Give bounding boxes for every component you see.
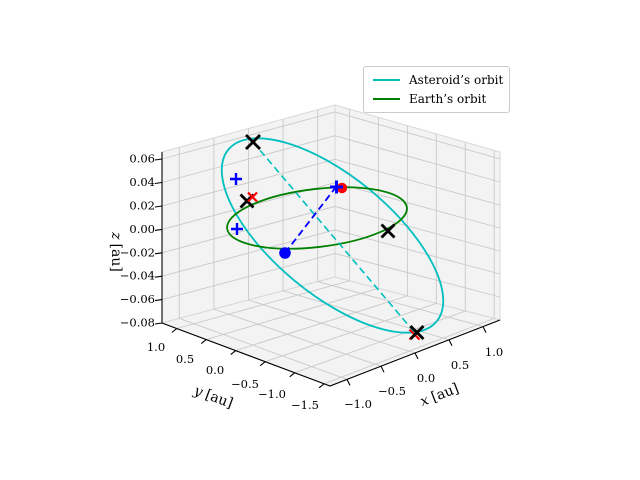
z-tick-label: 0.06 xyxy=(129,152,155,166)
orbit-markers xyxy=(230,134,425,341)
z-axis-label: z[au] xyxy=(108,231,124,272)
y-tick-label: 0.5 xyxy=(176,352,194,366)
plus-marker xyxy=(230,173,242,185)
orbit-curve xyxy=(252,141,416,334)
x-tick-label: −0.5 xyxy=(378,384,406,398)
z-ticks xyxy=(154,158,163,325)
orbit-curve xyxy=(220,137,445,334)
legend-line-asteroid-icon xyxy=(373,79,400,81)
x-tick-label: 0.5 xyxy=(451,358,469,372)
y-tick-label: −1.0 xyxy=(258,387,286,401)
y-tick-label: −0.5 xyxy=(231,377,259,391)
z-tick-label: −0.04 xyxy=(120,269,155,283)
legend-item-earth-orbit: Earth’s orbit xyxy=(373,91,501,107)
x-ticks xyxy=(346,326,487,386)
z-tick-label: −0.02 xyxy=(120,245,155,259)
legend-label-earth-orbit: Earth’s orbit xyxy=(409,92,487,106)
y-axis-label: y[au] xyxy=(191,382,235,411)
plus-marker xyxy=(330,180,343,194)
legend-label-asteroid-orbit: Asteroid’s orbit xyxy=(409,73,504,87)
y-tick-label: 0.0 xyxy=(206,363,224,377)
x-marker xyxy=(245,134,261,150)
y-grid xyxy=(176,109,495,385)
legend-item-asteroid-orbit: Asteroid’s orbit xyxy=(373,72,504,88)
orbit-curve xyxy=(226,186,408,250)
x-marker xyxy=(409,325,425,340)
axes-panes xyxy=(160,104,502,387)
plus-marker xyxy=(231,223,243,235)
legend-line-earth-icon xyxy=(373,98,400,100)
y-tick-label: −1.5 xyxy=(291,398,319,412)
x-marker xyxy=(247,191,258,203)
z-tick-label: 0.02 xyxy=(129,199,155,213)
x-grid xyxy=(178,110,484,380)
dot-marker xyxy=(279,247,291,259)
orbit-curve xyxy=(284,186,337,254)
z-tick-label: −0.06 xyxy=(120,292,155,306)
legend: Asteroid’s orbit Earth’s orbit xyxy=(363,66,510,113)
z-tick-label: 0.00 xyxy=(129,222,155,236)
x-marker xyxy=(380,223,396,239)
y-tick-label: 1.0 xyxy=(147,340,165,354)
x-tick-label: 1.0 xyxy=(485,345,503,359)
z-tick-label: 0.04 xyxy=(129,175,155,189)
tick-marks xyxy=(154,158,487,389)
y-ticks xyxy=(171,328,325,389)
orbit-curves xyxy=(220,137,445,334)
x-tick-label: −1.0 xyxy=(344,397,372,411)
z-tick-label: −0.08 xyxy=(120,316,155,330)
x-tick-label: 0.0 xyxy=(417,371,435,385)
